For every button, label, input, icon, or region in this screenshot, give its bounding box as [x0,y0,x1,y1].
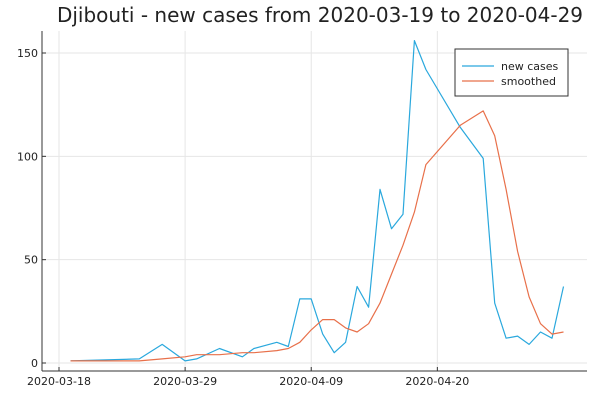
y-ticks: 0 50 100 150 [17,47,46,370]
axes [41,31,587,372]
legend-box [454,48,569,97]
x-tick-label: 2020-04-20 [405,375,469,388]
legend: new cases smoothed [454,48,569,97]
y-tick-label: 100 [17,150,38,163]
x-tick-label: 2020-03-18 [27,375,91,388]
x-tick-label: 2020-03-29 [153,375,217,388]
series-line-new-cases [70,39,565,362]
y-tick-label: 50 [24,254,38,267]
legend-label-smoothed: smoothed [501,75,556,88]
series-line-smoothed [70,110,564,362]
x-ticks: 2020-03-18 2020-03-29 2020-04-09 2020-04-20 [27,367,469,388]
series-lines [70,39,565,362]
legend-label-new-cases: new cases [501,60,559,73]
y-tick-label: 0 [31,357,38,370]
x-tick-label: 2020-04-09 [279,375,343,388]
y-tick-label: 150 [17,47,38,60]
chart-title: Djibouti - new cases from 2020-03-19 to … [57,3,583,27]
